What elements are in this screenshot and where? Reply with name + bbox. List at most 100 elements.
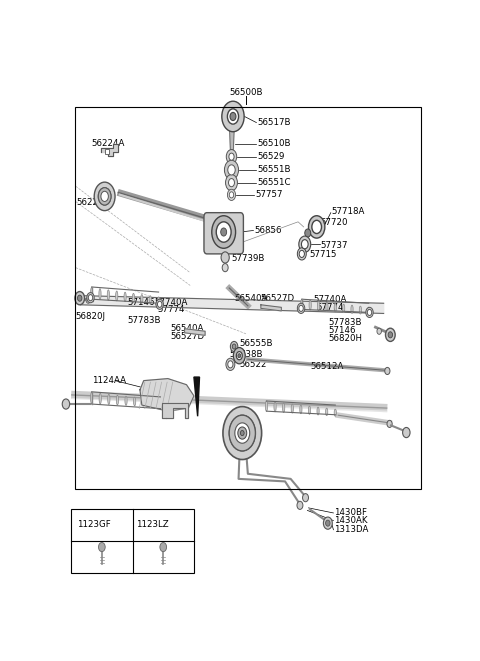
- Ellipse shape: [141, 295, 143, 303]
- Text: 56517B: 56517B: [257, 118, 291, 127]
- Ellipse shape: [317, 407, 319, 415]
- Circle shape: [305, 229, 311, 237]
- Ellipse shape: [334, 303, 336, 312]
- Text: 57783B: 57783B: [128, 315, 161, 325]
- Ellipse shape: [334, 409, 336, 416]
- Circle shape: [229, 415, 255, 451]
- Text: 56527D: 56527D: [170, 332, 204, 341]
- Text: 57757: 57757: [255, 190, 282, 200]
- Text: 57146: 57146: [329, 326, 356, 334]
- Circle shape: [86, 297, 91, 303]
- Ellipse shape: [317, 301, 320, 311]
- Bar: [105, 149, 109, 153]
- Ellipse shape: [300, 405, 302, 414]
- Ellipse shape: [309, 300, 312, 310]
- Bar: [75, 107, 421, 489]
- Text: 56529: 56529: [257, 152, 285, 161]
- Ellipse shape: [300, 299, 303, 309]
- Ellipse shape: [91, 288, 93, 299]
- Circle shape: [228, 361, 233, 368]
- Circle shape: [228, 109, 239, 124]
- Ellipse shape: [325, 408, 328, 416]
- Ellipse shape: [326, 302, 328, 311]
- Circle shape: [299, 305, 303, 311]
- Polygon shape: [185, 329, 205, 335]
- Circle shape: [236, 352, 242, 360]
- Polygon shape: [261, 305, 281, 311]
- Circle shape: [87, 293, 94, 303]
- Text: 57774: 57774: [157, 305, 185, 315]
- Circle shape: [225, 160, 239, 180]
- Circle shape: [228, 165, 235, 175]
- Circle shape: [98, 188, 111, 205]
- Ellipse shape: [116, 291, 118, 301]
- Circle shape: [62, 399, 70, 409]
- Text: 57720: 57720: [321, 218, 348, 227]
- Text: 1430BF: 1430BF: [334, 508, 367, 518]
- Circle shape: [325, 520, 330, 526]
- Circle shape: [77, 295, 82, 301]
- Text: 56551C: 56551C: [257, 178, 291, 187]
- Circle shape: [366, 307, 373, 317]
- Text: 57740A: 57740A: [314, 295, 347, 304]
- Circle shape: [301, 240, 308, 249]
- Circle shape: [297, 501, 303, 510]
- Ellipse shape: [274, 402, 276, 412]
- Ellipse shape: [159, 400, 162, 407]
- Ellipse shape: [133, 397, 136, 406]
- Text: 56820H: 56820H: [329, 334, 362, 343]
- Ellipse shape: [149, 295, 151, 304]
- Circle shape: [235, 423, 250, 444]
- Polygon shape: [162, 403, 188, 418]
- Circle shape: [223, 407, 262, 459]
- Circle shape: [98, 188, 111, 205]
- Circle shape: [299, 251, 304, 258]
- Circle shape: [385, 368, 390, 375]
- Text: 57740A: 57740A: [155, 297, 188, 307]
- Text: 1313DA: 1313DA: [334, 525, 369, 534]
- Ellipse shape: [368, 307, 370, 315]
- Text: 1123GF: 1123GF: [77, 520, 110, 529]
- Ellipse shape: [116, 395, 119, 405]
- Ellipse shape: [157, 297, 160, 305]
- Circle shape: [88, 295, 93, 301]
- Ellipse shape: [108, 394, 110, 405]
- Text: 57715: 57715: [309, 251, 337, 259]
- Circle shape: [240, 430, 244, 436]
- Circle shape: [229, 415, 255, 451]
- Ellipse shape: [142, 398, 144, 407]
- Text: 56856: 56856: [254, 226, 282, 235]
- Polygon shape: [194, 377, 200, 416]
- Circle shape: [226, 149, 237, 164]
- Circle shape: [297, 303, 305, 313]
- Circle shape: [312, 220, 322, 233]
- Text: 56222: 56222: [77, 198, 104, 207]
- Circle shape: [221, 228, 227, 236]
- Circle shape: [403, 428, 410, 438]
- Circle shape: [229, 192, 234, 198]
- Ellipse shape: [99, 289, 101, 299]
- Text: 57737: 57737: [321, 241, 348, 250]
- Text: 1430AK: 1430AK: [334, 516, 368, 525]
- Text: 56540A: 56540A: [234, 293, 267, 303]
- Circle shape: [385, 329, 395, 342]
- Circle shape: [309, 215, 325, 238]
- Circle shape: [98, 543, 105, 552]
- Circle shape: [157, 301, 162, 307]
- Circle shape: [230, 112, 236, 120]
- Circle shape: [94, 182, 115, 211]
- Ellipse shape: [91, 393, 93, 403]
- Circle shape: [229, 153, 234, 160]
- Text: 57739B: 57739B: [232, 254, 265, 264]
- Ellipse shape: [151, 399, 153, 407]
- Ellipse shape: [265, 401, 267, 411]
- Circle shape: [160, 543, 167, 552]
- Text: 56224A: 56224A: [92, 139, 125, 148]
- Ellipse shape: [291, 404, 293, 413]
- FancyBboxPatch shape: [204, 213, 243, 254]
- Circle shape: [212, 215, 236, 249]
- Circle shape: [101, 191, 108, 202]
- Circle shape: [226, 358, 235, 370]
- Text: 57738B: 57738B: [229, 350, 263, 359]
- Ellipse shape: [308, 406, 311, 414]
